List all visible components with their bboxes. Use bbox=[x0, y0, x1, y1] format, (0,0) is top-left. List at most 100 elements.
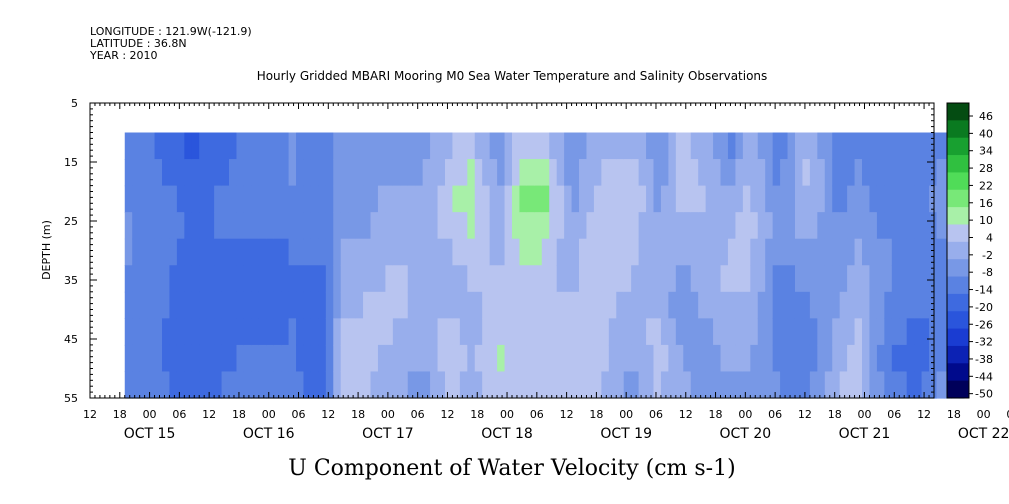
heatmap-cell bbox=[176, 238, 185, 266]
heatmap-cell bbox=[638, 185, 647, 213]
heatmap-cell bbox=[809, 344, 818, 373]
heatmap-cell bbox=[794, 238, 804, 266]
heatmap-cell bbox=[683, 132, 692, 160]
heatmap-cell bbox=[646, 291, 655, 319]
heatmap-cell bbox=[474, 318, 483, 346]
heatmap-cell bbox=[124, 265, 133, 293]
heatmap-cell bbox=[906, 212, 915, 240]
heatmap-cell bbox=[660, 371, 669, 399]
heatmap-cell bbox=[720, 185, 729, 213]
heatmap-cell bbox=[854, 318, 863, 346]
heatmap-cell bbox=[593, 318, 602, 346]
heatmap-cell bbox=[355, 291, 364, 319]
heatmap-cell bbox=[929, 132, 938, 160]
heatmap-cell bbox=[325, 371, 334, 399]
heatmap-cell bbox=[735, 344, 744, 373]
heatmap-cell bbox=[310, 344, 319, 373]
heatmap-cell bbox=[512, 212, 521, 240]
heatmap-cell bbox=[482, 132, 491, 160]
x-tick-label: 06 bbox=[292, 408, 306, 421]
heatmap-cell bbox=[147, 344, 156, 373]
heatmap-cell bbox=[504, 212, 513, 240]
heatmap-cell bbox=[899, 185, 908, 213]
heatmap-cell bbox=[526, 185, 535, 213]
heatmap-cell bbox=[467, 238, 476, 266]
heatmap-cell bbox=[512, 371, 521, 399]
heatmap-cell bbox=[668, 132, 677, 160]
heatmap-cell bbox=[705, 291, 714, 319]
heatmap-cell bbox=[698, 238, 707, 266]
colorbar-swatch bbox=[947, 363, 969, 382]
heatmap-cell bbox=[191, 159, 200, 187]
heatmap-cell bbox=[668, 291, 677, 319]
heatmap-cell bbox=[452, 371, 461, 399]
heatmap-cell bbox=[444, 132, 454, 160]
heatmap-cell bbox=[906, 159, 915, 187]
heatmap-cell bbox=[832, 132, 841, 160]
heatmap-cell bbox=[891, 238, 900, 266]
heatmap-cell bbox=[847, 132, 856, 160]
heatmap-cell bbox=[750, 212, 759, 240]
heatmap-cell bbox=[564, 265, 573, 293]
heatmap-cell bbox=[437, 265, 446, 293]
heatmap-cell bbox=[385, 344, 394, 373]
heatmap-cell bbox=[184, 238, 193, 266]
heatmap-cell bbox=[735, 132, 744, 160]
heatmap-cell bbox=[377, 265, 386, 293]
heatmap-cell bbox=[876, 159, 885, 187]
heatmap-cell bbox=[780, 185, 789, 213]
heatmap-cell bbox=[660, 291, 669, 319]
heatmap-cell bbox=[407, 132, 416, 160]
heatmap-cell bbox=[474, 159, 483, 187]
heatmap-cell bbox=[690, 132, 699, 160]
heatmap-cell bbox=[757, 132, 766, 160]
heatmap-cell bbox=[772, 371, 781, 399]
x-tick-label: 18 bbox=[709, 408, 723, 421]
heatmap-cell bbox=[765, 318, 774, 346]
heatmap-cell bbox=[579, 371, 588, 399]
colorbar-label: 28 bbox=[979, 162, 993, 175]
heatmap-cell bbox=[355, 344, 364, 373]
heatmap-cell bbox=[169, 185, 178, 213]
heatmap-cell bbox=[556, 212, 565, 240]
heatmap-cell bbox=[325, 344, 334, 373]
heatmap-cell bbox=[556, 238, 565, 266]
heatmap-cell bbox=[713, 371, 722, 399]
heatmap-cell bbox=[884, 212, 893, 240]
heatmap-cell bbox=[891, 291, 900, 319]
heatmap-cell bbox=[154, 344, 163, 373]
heatmap-cell bbox=[214, 318, 223, 346]
heatmap-cell bbox=[430, 371, 439, 399]
heatmap-cell bbox=[794, 265, 804, 293]
heatmap-cell bbox=[184, 371, 193, 399]
heatmap-cell bbox=[281, 371, 290, 399]
heatmap-cell bbox=[571, 291, 580, 319]
heatmap-cell bbox=[727, 238, 737, 266]
heatmap-cell bbox=[586, 185, 595, 213]
heatmap-cell bbox=[690, 291, 699, 319]
heatmap-cell bbox=[623, 159, 632, 187]
heatmap-cell bbox=[906, 265, 915, 293]
heatmap-cell bbox=[437, 132, 446, 160]
heatmap-cell bbox=[199, 212, 208, 240]
heatmap-cell bbox=[787, 371, 796, 399]
heatmap-cell bbox=[147, 159, 156, 187]
heatmap-cell bbox=[541, 265, 550, 293]
heatmap-cell bbox=[556, 159, 565, 187]
heatmap-cell bbox=[668, 159, 677, 187]
heatmap-cell bbox=[720, 212, 729, 240]
heatmap-cell bbox=[921, 185, 930, 213]
heatmap-cell bbox=[370, 318, 379, 346]
heatmap-cell bbox=[452, 265, 461, 293]
heatmap-cell bbox=[616, 185, 625, 213]
heatmap-cell bbox=[288, 185, 297, 213]
heatmap-cell bbox=[817, 159, 826, 187]
heatmap-cell bbox=[206, 291, 215, 319]
heatmap-cell bbox=[415, 185, 424, 213]
heatmap-cell bbox=[929, 291, 938, 319]
heatmap-cell bbox=[869, 132, 878, 160]
heatmap-cell bbox=[132, 371, 141, 399]
heatmap-cell bbox=[534, 344, 543, 373]
heatmap-cell bbox=[184, 265, 193, 293]
heatmap-cell bbox=[765, 265, 774, 293]
